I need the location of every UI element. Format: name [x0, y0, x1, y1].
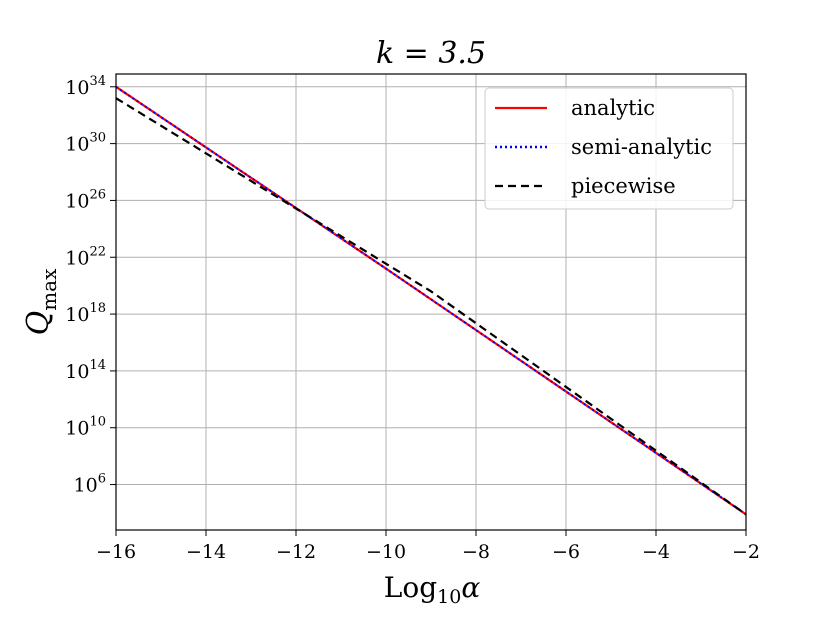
x-tick-label: −16	[96, 541, 136, 563]
x-axis-title-main: Log	[384, 571, 437, 604]
y-axis-title-main: Q	[21, 311, 56, 336]
series-line-piecewise	[115, 97, 747, 516]
x-tick-label: −6	[552, 541, 580, 563]
legend-box	[484, 87, 734, 210]
x-axis-title: Log10α	[384, 571, 481, 608]
chart-title: k = 3.5	[376, 36, 486, 71]
y-tick-label: 1010	[65, 415, 106, 440]
legend-label: piecewise	[571, 174, 676, 198]
x-tick-label: −10	[366, 541, 406, 563]
legend: analytic semi-analytic piecewise	[484, 87, 734, 210]
x-tick-label: −4	[642, 541, 670, 563]
x-tick-label: −2	[732, 541, 760, 563]
x-tick-label: −12	[276, 541, 316, 563]
x-tick-label: −8	[462, 541, 490, 563]
x-axis-title-sub: 10	[437, 586, 461, 608]
axes-frame	[115, 73, 747, 531]
x-tick-label: −14	[186, 541, 226, 563]
y-tick-label: 1014	[65, 358, 106, 383]
y-axis: 106 1010 1014 1018 1022 1026 1030 1034	[65, 74, 116, 497]
series-line-semi-analytic	[115, 85, 747, 516]
x-axis: −16 −14 −12 −10 −8 −6 −4 −2	[96, 530, 760, 563]
y-tick-label: 106	[74, 472, 106, 497]
y-axis-title: Qmax	[21, 268, 61, 335]
y-tick-label: 1030	[65, 131, 106, 156]
legend-label: analytic	[571, 96, 655, 120]
x-axis-title-symbol: α	[461, 571, 480, 604]
y-tick-label: 1034	[65, 74, 106, 99]
y-tick-label: 1018	[65, 301, 106, 326]
legend-label: semi-analytic	[571, 135, 712, 159]
y-axis-title-sub: max	[37, 268, 61, 311]
y-tick-label: 1022	[65, 244, 106, 269]
y-tick-label: 1026	[65, 187, 106, 212]
series-lines	[115, 85, 747, 516]
